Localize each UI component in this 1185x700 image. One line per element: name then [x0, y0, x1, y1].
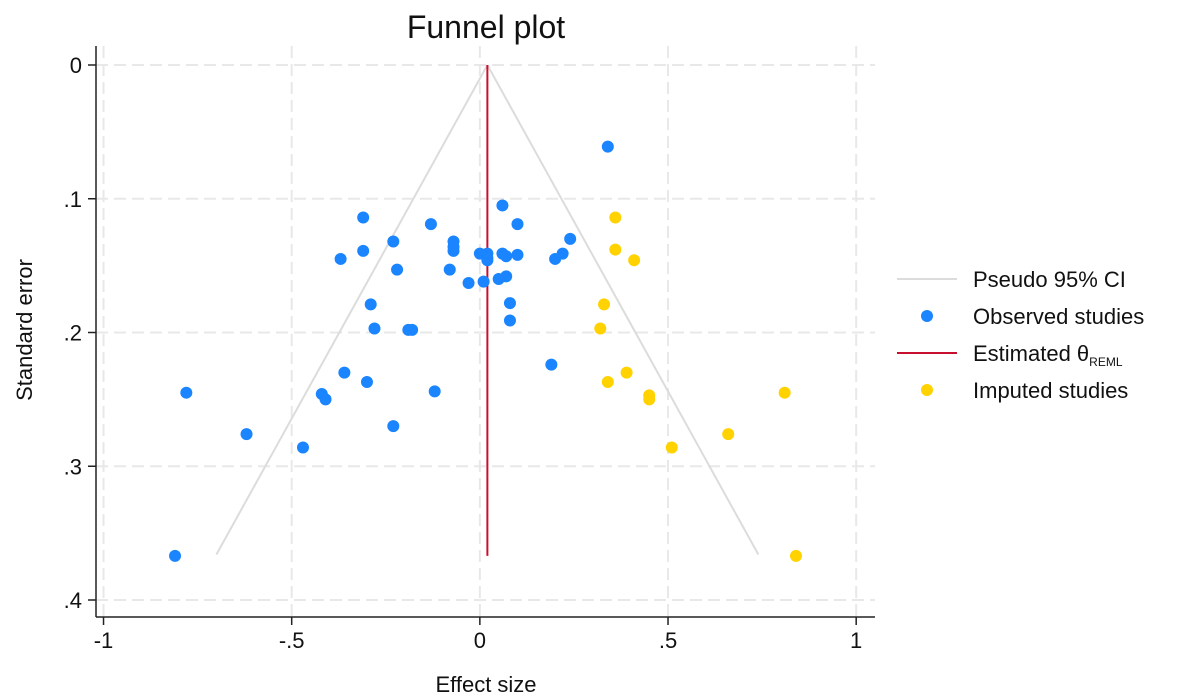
- legend-observed-swatch: [921, 310, 933, 322]
- imputed-study-point: [609, 243, 622, 256]
- observed-study-point: [564, 232, 577, 245]
- observed-study-point: [462, 277, 475, 290]
- observed-study-point: [364, 298, 377, 311]
- legend: Pseudo 95% CI Observed studies Estimated θ…: [897, 267, 1144, 403]
- observed-study-point: [387, 235, 400, 248]
- observed-study-point: [296, 441, 309, 454]
- x-tick-label: 1: [850, 628, 862, 653]
- study-points: [169, 140, 802, 562]
- x-tick-label: -.5: [279, 628, 305, 653]
- legend-estimate-text: Estimated θ: [973, 341, 1089, 366]
- observed-study-point: [492, 273, 505, 285]
- observed-study-point: [357, 244, 370, 257]
- legend-imputed-label: Imputed studies: [973, 378, 1128, 403]
- y-tick-label: .3: [64, 454, 82, 479]
- observed-study-point: [503, 297, 516, 310]
- y-axis-label: Standard error: [12, 259, 37, 401]
- y-tick-label: 0: [70, 53, 82, 78]
- observed-study-point: [545, 358, 558, 371]
- observed-study-point: [503, 314, 516, 327]
- observed-study-point: [447, 244, 460, 257]
- x-tick-label: .5: [659, 628, 677, 653]
- observed-study-point: [319, 393, 332, 406]
- imputed-study-point: [643, 393, 656, 406]
- observed-study-point: [338, 366, 351, 379]
- legend-ci-text: Pseudo 95% CI: [973, 267, 1126, 292]
- grid: [96, 46, 875, 617]
- imputed-study-point: [620, 366, 633, 379]
- legend-observed-label: Observed studies: [973, 304, 1144, 329]
- observed-study-point: [500, 250, 513, 263]
- y-tick-label: .2: [64, 321, 82, 346]
- chart-title: Funnel plot: [407, 9, 565, 45]
- imputed-study-point: [789, 549, 802, 562]
- x-axis-label: Effect size: [435, 672, 536, 697]
- observed-study-point: [496, 199, 509, 212]
- imputed-study-point: [778, 386, 791, 399]
- observed-study-point: [169, 549, 182, 562]
- observed-study-point: [443, 263, 456, 276]
- imputed-study-point: [594, 322, 607, 335]
- observed-study-point: [481, 254, 494, 267]
- legend-estimate-label: Estimated θREML: [973, 341, 1123, 369]
- pseudo-ci-left-line: [215, 64, 489, 556]
- observed-study-point: [549, 252, 562, 265]
- imputed-study-point: [665, 441, 678, 454]
- observed-study-point: [406, 323, 419, 336]
- y-tick-label: .4: [64, 588, 82, 613]
- x-tick-label: 0: [474, 628, 486, 653]
- pseudo-ci-lines: [215, 64, 760, 556]
- x-tick-label: -1: [94, 628, 114, 653]
- imputed-study-point: [598, 298, 611, 311]
- y-tick-label: .1: [64, 187, 82, 212]
- observed-study-point: [334, 252, 347, 265]
- legend-estimate-subscript: REML: [1089, 355, 1123, 369]
- observed-study-point: [424, 218, 437, 231]
- imputed-study-point: [609, 211, 622, 224]
- imputed-study-point: [601, 375, 614, 388]
- observed-study-point: [360, 375, 373, 388]
- observed-study-point: [240, 428, 253, 441]
- observed-study-point: [387, 420, 400, 433]
- observed-study-point: [477, 275, 490, 288]
- legend-ci-label: Pseudo 95% CI: [973, 267, 1126, 292]
- legend-imputed-swatch: [921, 384, 933, 396]
- observed-study-point: [180, 386, 193, 399]
- pseudo-ci-right-line: [486, 64, 760, 556]
- observed-study-point: [391, 263, 404, 276]
- observed-study-point: [428, 385, 441, 398]
- axes: -1 -.5 0 .5 1 0 .1 .2 .3 .4: [64, 46, 875, 653]
- observed-study-point: [601, 140, 614, 153]
- observed-study-point: [368, 322, 381, 335]
- observed-study-point: [511, 218, 524, 231]
- imputed-study-point: [628, 254, 641, 267]
- observed-study-point: [511, 248, 524, 261]
- observed-study-point: [357, 211, 370, 224]
- legend-imputed-text: Imputed studies: [973, 378, 1128, 403]
- legend-observed-text: Observed studies: [973, 304, 1144, 329]
- imputed-study-point: [722, 428, 735, 441]
